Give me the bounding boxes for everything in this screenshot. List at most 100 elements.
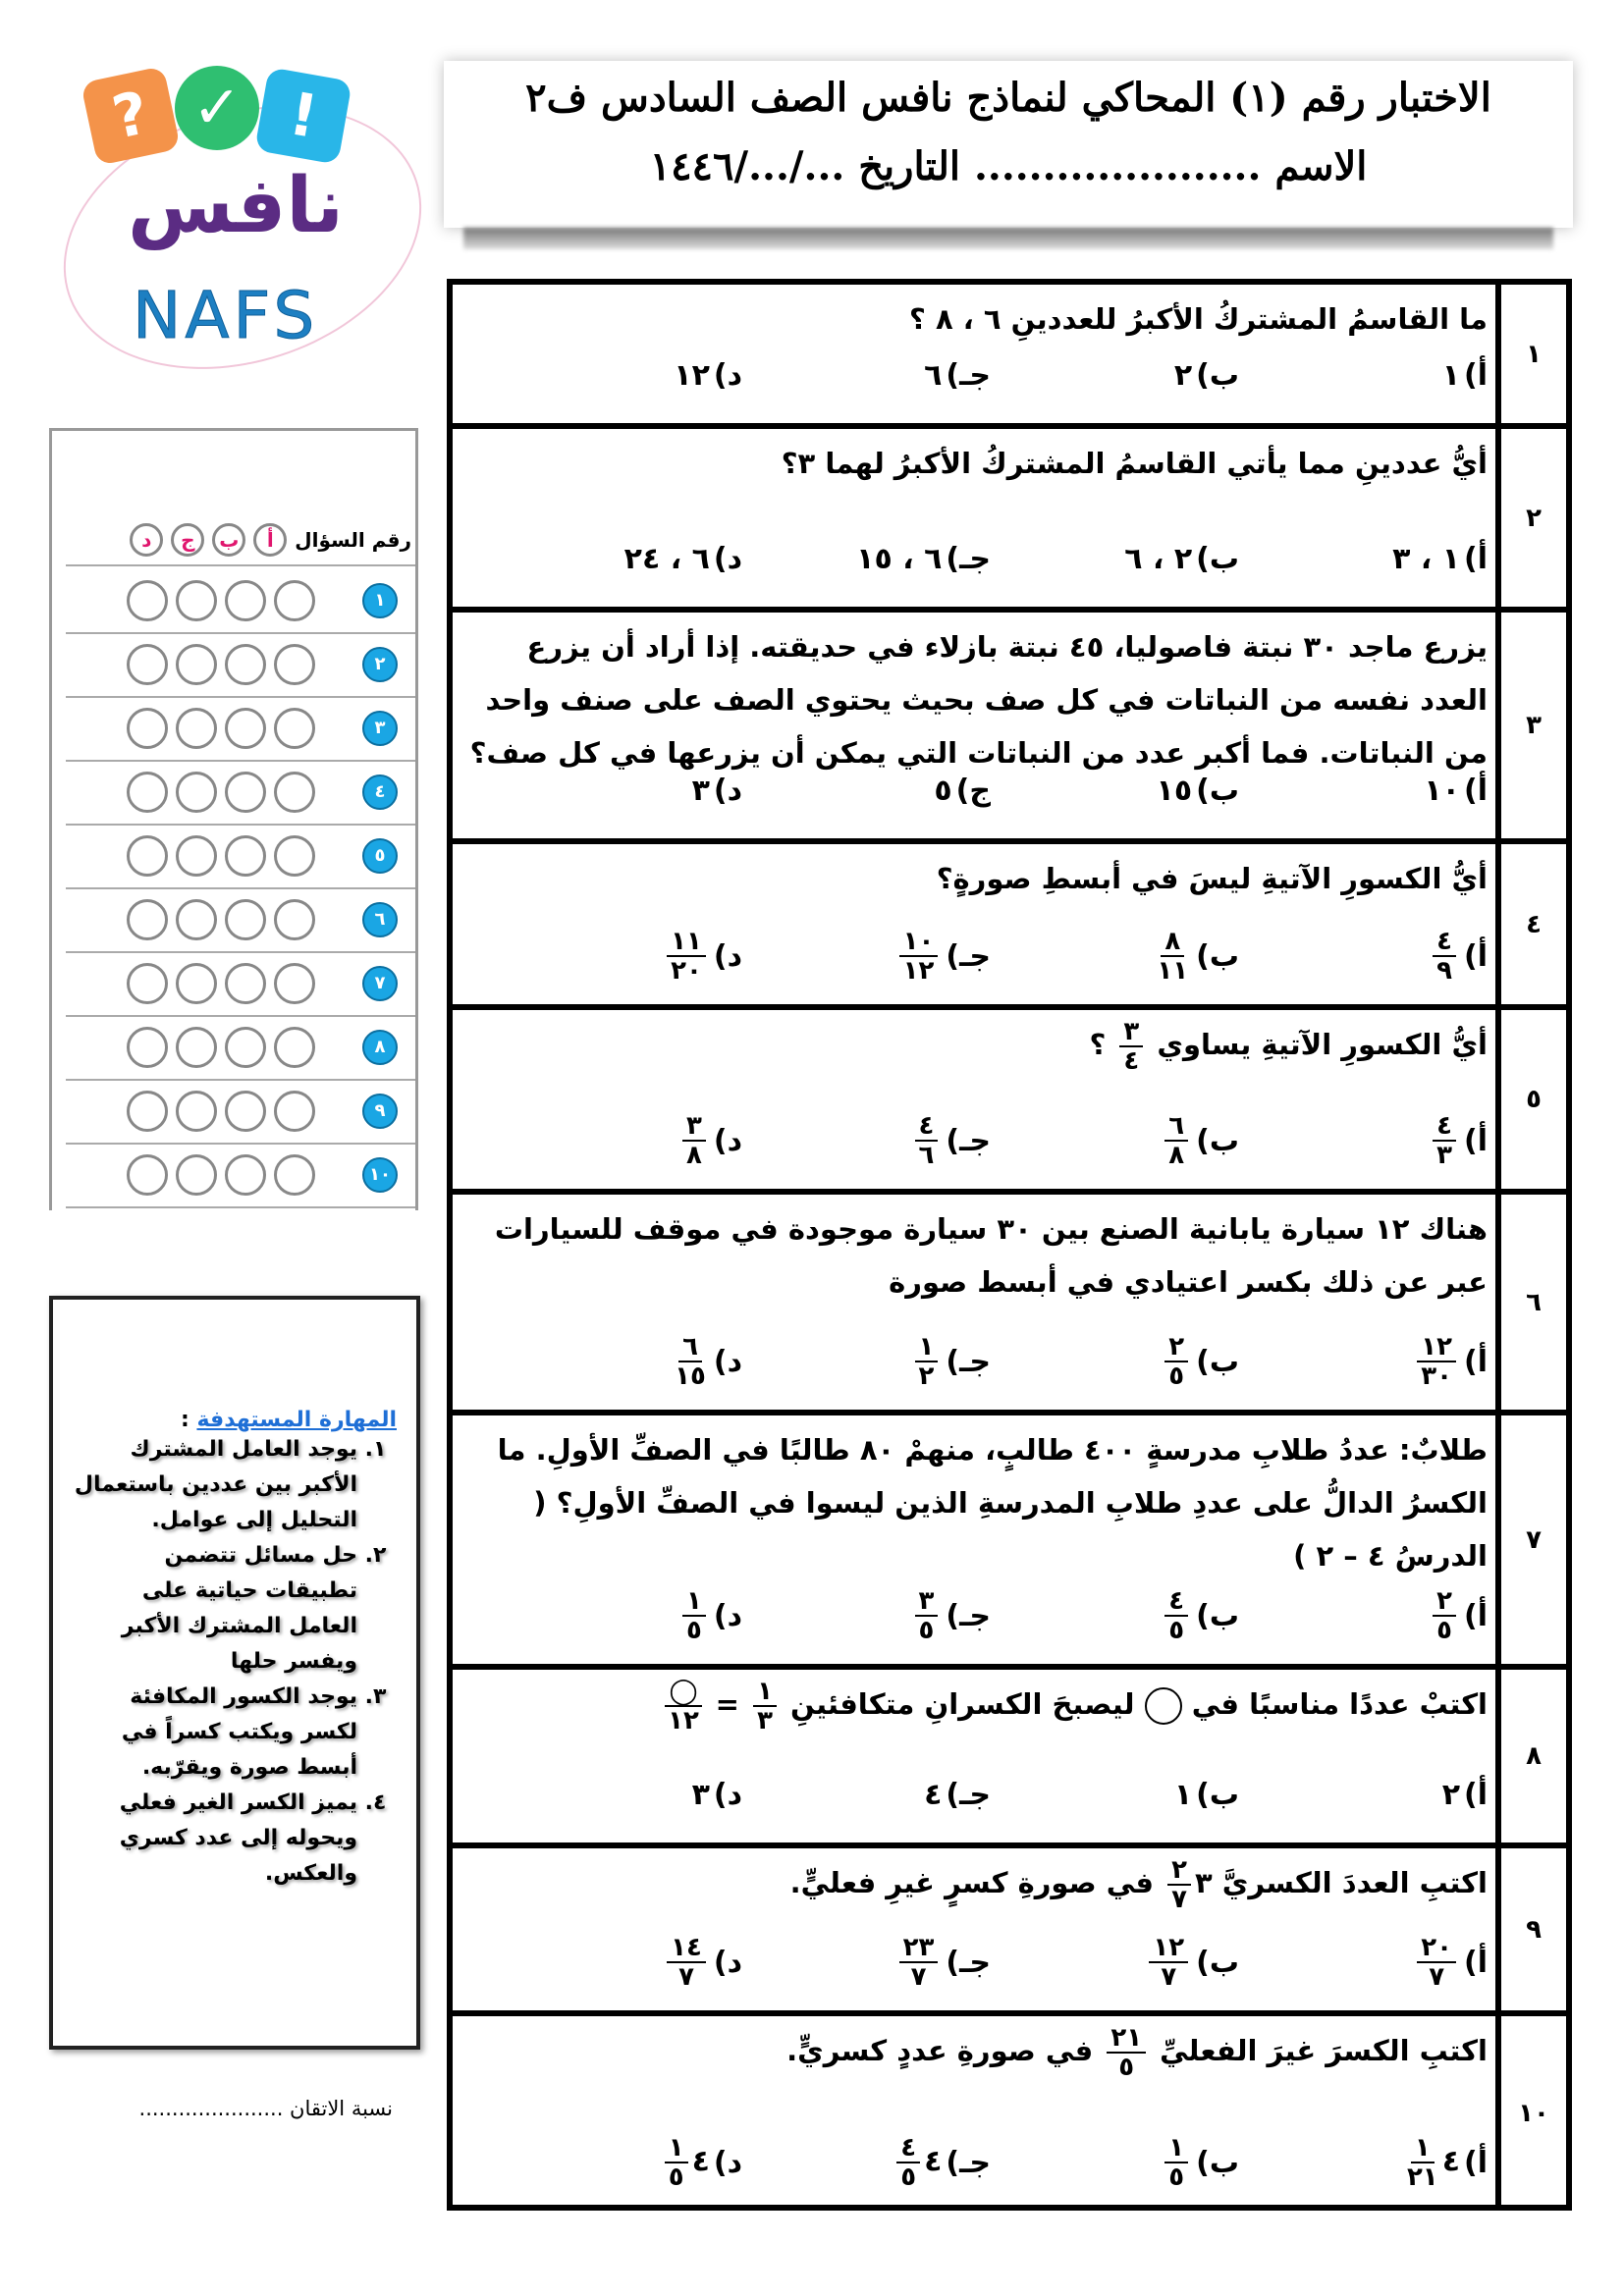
answer-bubble-c[interactable] xyxy=(176,898,217,940)
answer-option-d[interactable]: د) ١ ٥ xyxy=(494,1581,742,1650)
answer-option-d[interactable]: د) ١٢ xyxy=(494,341,742,409)
answer-bubble-d[interactable] xyxy=(127,707,168,749)
answer-bubble-b[interactable] xyxy=(225,579,266,621)
answer-bubble-d[interactable] xyxy=(127,962,168,1004)
answer-option-d[interactable]: د) ٣ ٨ xyxy=(494,1106,742,1175)
option-value: ٤ xyxy=(924,1777,943,1812)
answer-bubble-b[interactable] xyxy=(225,643,266,685)
answer-option-b[interactable]: ب) ٤ ٥ xyxy=(991,1581,1239,1650)
answer-option-c[interactable]: جـ) ٦ ، ١٥ xyxy=(742,524,991,593)
answer-option-b[interactable]: ب)١٥ xyxy=(991,756,1239,825)
fraction: ١١ ٢٠ xyxy=(667,928,706,985)
numerator: ٢٠ xyxy=(1417,1934,1456,1963)
answer-option-a[interactable]: أ) ٤ ٣ xyxy=(1239,1106,1488,1175)
answer-option-b[interactable]: ب) ٢ xyxy=(991,341,1239,409)
answer-bubble-a[interactable] xyxy=(274,834,315,877)
answer-bubble-a[interactable] xyxy=(274,898,315,940)
question-number: ٣ xyxy=(1495,613,1566,838)
answer-option-b[interactable]: ب) ١٢ ٧ xyxy=(991,1928,1239,1997)
answer-bubble-a[interactable] xyxy=(274,1026,315,1068)
exclamation-icon: ! xyxy=(254,67,352,165)
answer-option-b[interactable]: ب) ٢ ٥ xyxy=(991,1327,1239,1396)
answer-option-c[interactable]: جـ) ٤ ٦ xyxy=(742,1106,991,1175)
answer-option-b[interactable]: ب) ١ xyxy=(991,1760,1239,1829)
answer-option-d[interactable]: د) ٣ xyxy=(494,756,742,825)
answer-bubble-c[interactable] xyxy=(176,1153,217,1196)
answer-bubble-a[interactable] xyxy=(274,771,315,813)
answer-option-d[interactable]: د) ٦ ١٥ xyxy=(494,1327,742,1396)
answer-option-a[interactable]: أ) ١٠ xyxy=(1239,756,1488,825)
answer-option-c[interactable]: جـ) ٢٣ ٧ xyxy=(742,1928,991,1997)
answer-bubble-c[interactable] xyxy=(176,834,217,877)
answer-option-a[interactable]: أ) ٤ ١ ٢١ xyxy=(1239,2128,1488,2197)
option-label: أ) xyxy=(1464,1598,1488,1633)
answer-bubble-a[interactable] xyxy=(274,707,315,749)
answer-bubble-b[interactable] xyxy=(225,1090,266,1132)
answer-option-a[interactable]: أ) ٢٠ ٧ xyxy=(1239,1928,1488,1997)
answer-option-d[interactable]: د) ٣ xyxy=(494,1760,742,1829)
text-segment: ليصبحَ الكسرانِ متكافئينِ xyxy=(780,1687,1145,1721)
answer-option-d[interactable]: د) ٤ ١ ٥ xyxy=(494,2128,742,2197)
question-number-badge: ٢ xyxy=(362,646,398,682)
answer-bubble-a[interactable] xyxy=(274,962,315,1004)
answer-option-b[interactable]: ب) ٨ ١١ xyxy=(991,922,1239,990)
answer-bubble-b[interactable] xyxy=(225,898,266,940)
answer-bubble-a[interactable] xyxy=(274,579,315,621)
fraction: ١٤ ٧ xyxy=(667,1934,706,1991)
option-label: جـ) xyxy=(946,357,991,393)
answer-option-c[interactable]: جـ) ١٠ ١٢ xyxy=(742,922,991,990)
answer-bubble-a[interactable] xyxy=(274,643,315,685)
answer-option-c[interactable]: ج) ٥ xyxy=(742,756,991,825)
answer-option-a[interactable]: أ) ١ ، ٣ xyxy=(1239,524,1488,593)
answer-option-c[interactable]: جـ) ٣ ٥ xyxy=(742,1581,991,1650)
option-label: د) xyxy=(713,1945,742,1980)
exam-title: الاختبار رقم (١) المحاكي لنماذج نافس الص… xyxy=(525,75,1491,121)
answer-bubble-c[interactable] xyxy=(176,707,217,749)
answer-option-d[interactable]: د) ١٤ ٧ xyxy=(494,1928,742,1997)
numerator: ١٢ xyxy=(1417,1333,1456,1362)
answer-option-a[interactable]: أ) ٤ ٩ xyxy=(1239,922,1488,990)
answer-bubble-b[interactable] xyxy=(225,1026,266,1068)
answer-bubble-d[interactable] xyxy=(127,1026,168,1068)
answer-option-a[interactable]: أ) ٢ xyxy=(1239,1760,1488,1829)
answer-bubble-d[interactable] xyxy=(127,1090,168,1132)
answer-bubble-d[interactable] xyxy=(127,643,168,685)
answer-option-c[interactable]: جـ) ٤ xyxy=(742,1760,991,1829)
answer-bubble-c[interactable] xyxy=(176,1090,217,1132)
denominator: ٧ xyxy=(1161,1962,1177,1992)
answer-bubble-b[interactable] xyxy=(225,962,266,1004)
answer-bubble-b[interactable] xyxy=(225,707,266,749)
answer-bubble-c[interactable] xyxy=(176,1026,217,1068)
answer-bubble-b[interactable] xyxy=(225,834,266,877)
answer-option-b[interactable]: ب) ٢ ، ٦ xyxy=(991,524,1239,593)
answer-bubble-d[interactable] xyxy=(127,834,168,877)
answer-bubble-d[interactable] xyxy=(127,1153,168,1196)
answer-bubble-c[interactable] xyxy=(176,579,217,621)
answer-option-c[interactable]: جـ) ١ ٢ xyxy=(742,1327,991,1396)
answer-bubble-b[interactable] xyxy=(225,1153,266,1196)
answer-sheet-row: ٢ xyxy=(66,632,415,698)
answer-option-a[interactable]: أ) ١ xyxy=(1239,341,1488,409)
answer-option-c[interactable]: جـ) ٦ xyxy=(742,341,991,409)
answer-bubble-d[interactable] xyxy=(127,579,168,621)
answer-bubble-d[interactable] xyxy=(127,898,168,940)
answer-bubble-a[interactable] xyxy=(274,1090,315,1132)
answer-bubble-c[interactable] xyxy=(176,643,217,685)
answer-bubble-c[interactable] xyxy=(176,771,217,813)
answer-options: أ) ١ ، ٣ ب) ٢ ، ٦ جـ) ٦ ، ١٥ د) ٦ ، ٢٤ xyxy=(494,524,1488,593)
text-segment: اكتبِ العددَ الكسريَّ xyxy=(1212,1866,1488,1899)
answer-option-d[interactable]: د) ١١ ٢٠ xyxy=(494,922,742,990)
answer-option-a[interactable]: أ) ٢ ٥ xyxy=(1239,1581,1488,1650)
answer-option-c[interactable]: جـ) ٤ ٤ ٥ xyxy=(742,2128,991,2197)
answer-bubble-d[interactable] xyxy=(127,771,168,813)
answer-option-d[interactable]: د) ٦ ، ٢٤ xyxy=(494,524,742,593)
answer-bubble-c[interactable] xyxy=(176,962,217,1004)
denominator: ٧ xyxy=(678,1962,694,1992)
answer-option-a[interactable]: أ) ١٢ ٣٠ xyxy=(1239,1327,1488,1396)
text-segment: أيُّ الكسورِ الآتيةِ يساوي xyxy=(1147,1028,1488,1061)
answer-option-b[interactable]: ب) ٦ ٨ xyxy=(991,1106,1239,1175)
answer-bubble-a[interactable] xyxy=(274,1153,315,1196)
answer-bubble-b[interactable] xyxy=(225,771,266,813)
